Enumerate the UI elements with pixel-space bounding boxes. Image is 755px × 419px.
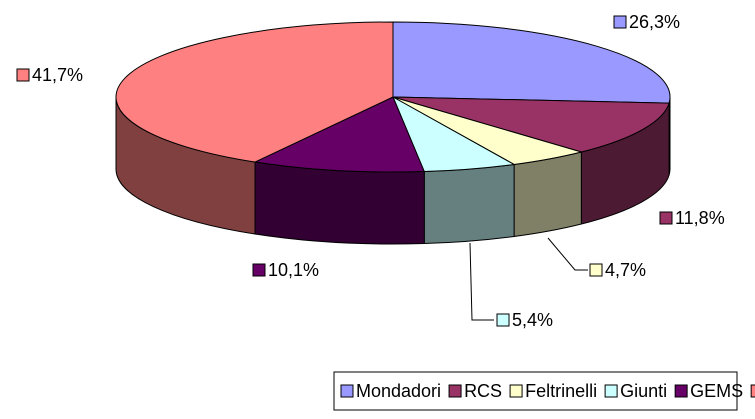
label-swatch xyxy=(252,263,266,277)
leader-line xyxy=(469,242,494,321)
pie-slice xyxy=(253,96,426,173)
legend-swatch xyxy=(750,384,755,398)
label-swatch xyxy=(659,211,673,225)
pie-slice xyxy=(392,21,671,104)
leader-line xyxy=(547,237,588,271)
legend: MondadoriRCSFeltrinelliGiuntiGEMSAltri xyxy=(340,381,755,401)
data-label: 11,8% xyxy=(675,208,725,228)
pie-slice xyxy=(115,21,394,163)
legend-label: Feltrinelli xyxy=(525,381,597,401)
label-swatch xyxy=(589,263,603,277)
pie-sides xyxy=(115,96,671,245)
pie-side xyxy=(254,161,425,245)
data-label: 41,7% xyxy=(32,65,83,85)
legend-swatch xyxy=(340,384,354,398)
label-swatch xyxy=(16,68,30,82)
label-swatch xyxy=(613,15,627,29)
data-label: 10,1% xyxy=(268,260,319,280)
legend-label: GEMS xyxy=(690,381,743,401)
label-swatch xyxy=(496,313,510,327)
legend-swatch xyxy=(674,384,688,398)
legend-label: Mondadori xyxy=(356,381,441,401)
legend-swatch xyxy=(448,384,462,398)
legend-box xyxy=(333,371,738,411)
legend-label: Giunti xyxy=(620,381,667,401)
legend-swatch xyxy=(604,384,618,398)
pie-side xyxy=(513,151,582,238)
data-label: 5,4% xyxy=(512,310,553,330)
data-label: 4,7% xyxy=(605,260,646,280)
legend-label: RCS xyxy=(464,381,502,401)
pie-side xyxy=(423,163,515,245)
data-label: 26,3% xyxy=(629,12,680,32)
pie-tops xyxy=(115,21,671,173)
pie-slice xyxy=(392,96,670,153)
legend-swatch xyxy=(509,384,523,398)
data-labels: 26,3% 11,8% 4,7% 5,4% 10,1% 41,7% xyxy=(16,12,725,330)
